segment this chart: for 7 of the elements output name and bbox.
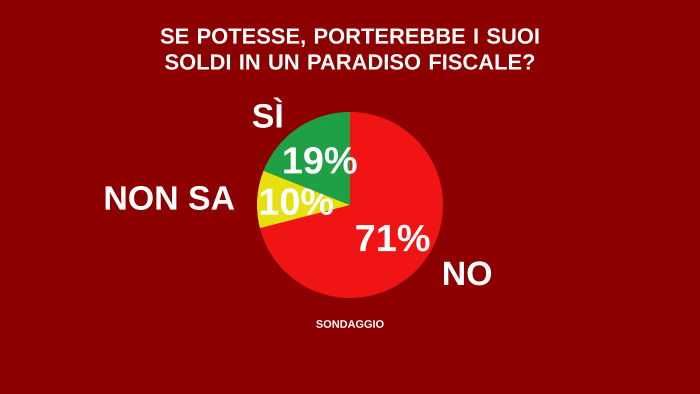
chart-title: SE POTESSE, PORTEREBBE I SUOI SOLDI IN UN PARADISO FISCALE? (160, 28, 539, 70)
data-label: 71% (356, 224, 430, 252)
slice-label: SÌ (252, 98, 282, 128)
data-label: 10% (260, 188, 334, 216)
text: SONDAGGIO (316, 320, 384, 328)
slice-label: NO (444, 261, 492, 286)
slice-label: NON SA (106, 186, 234, 210)
